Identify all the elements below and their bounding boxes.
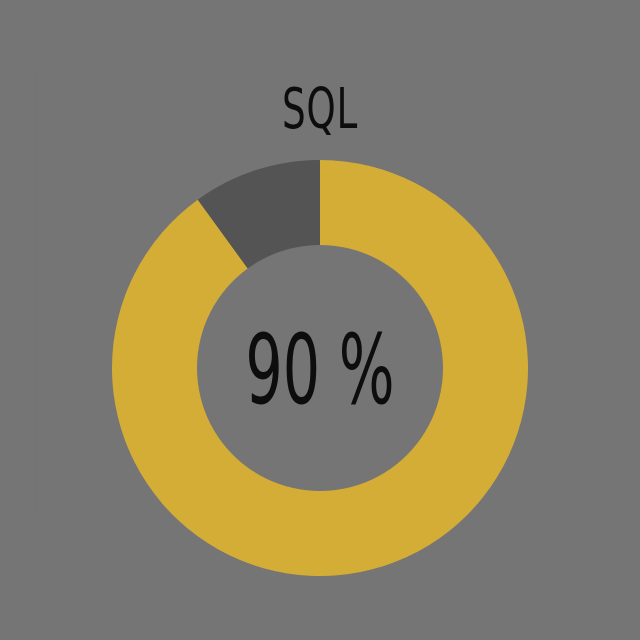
donut-slice-remainder: [197, 160, 320, 269]
left-edge-divider: [36, 76, 37, 514]
donut-center-percentage: 90 %: [245, 314, 395, 426]
chart-title: SQL: [281, 77, 358, 142]
donut-slice-value: [112, 160, 528, 576]
